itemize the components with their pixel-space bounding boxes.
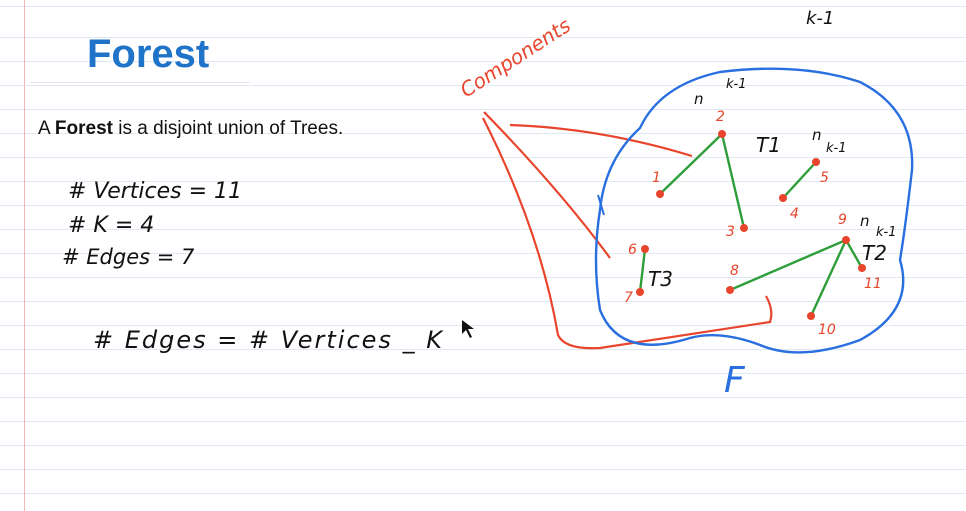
tree-label-t2: T2 [862,241,887,265]
edge-9-10 [809,239,848,317]
n-label-t2: n [812,126,822,144]
components-label: Components [456,13,575,102]
edge-4-5 [782,161,817,199]
vertex-7: 7 [624,288,644,306]
definition-term: Forest [54,118,113,139]
forest-boundary-tick [597,194,605,216]
definition-suffix: is a disjoint union of Trees. [112,118,344,139]
vertex-label-9: 9 [838,212,847,228]
vertex-label-4: 4 [790,206,799,222]
vertex-10: 10 [807,312,836,338]
edge-8-9 [729,238,847,292]
vertex-8: 8 [726,263,739,294]
forest-boundary [594,67,914,354]
n-label-t1: n [694,90,704,108]
vertex-label-8: 8 [730,263,739,279]
vertex-3: 3 [726,224,748,240]
nk1-label-t3: k-1 [876,225,897,240]
vertex-11: 11 [858,264,882,292]
edge-2-3 [720,133,746,229]
n-label-t3: n [860,212,870,230]
edge-1-2 [659,133,723,195]
notebook-margin-line [24,0,25,511]
components-pointer-t2 [482,117,773,350]
forest-label: F [724,360,746,401]
note-edges-count: # Edges = 7 [62,245,195,269]
note-k-count: # K = 4 [68,213,154,238]
definition-prefix: A [38,118,55,139]
components-pointer-t1 [509,123,693,158]
vertex-9: 9 [838,212,850,244]
edge-6-7 [638,248,647,293]
vertex-label-11: 11 [864,276,882,292]
forest-definition: A Forest is a disjoint union of Trees. [38,118,343,140]
vertex-5: 5 [812,158,829,186]
page-title: Forest [87,32,210,76]
note-top-right: k-1 [806,8,834,29]
vertex-label-7: 7 [624,290,633,306]
vertex-label-3: 3 [726,224,735,240]
vertex-6: 6 [628,242,649,258]
note-formula: # Edges = # Vertices _ K [93,326,444,354]
nk1-label-t2: k-1 [826,141,847,156]
note-vertices-count: # Vertices = 11 [68,179,242,204]
vertex-4: 4 [779,194,799,222]
cursor-icon [462,320,474,338]
tree-label-t3: T3 [648,267,673,291]
vertex-label-5: 5 [820,170,829,186]
vertex-label-10: 10 [818,322,836,338]
forest-label-group: F [724,360,746,401]
title-divider [30,82,250,83]
tree-label-t1: T1 [756,133,781,157]
edge-9-11 [844,239,864,269]
vertex-2: 2 [716,109,726,138]
components-pointer-t3 [483,111,611,259]
nk1-label-t1: k-1 [726,77,747,92]
vertex-label-2: 2 [716,109,725,125]
vertex-1: 1 [652,170,664,198]
vertex-label-1: 1 [652,170,661,186]
vertex-label-6: 6 [628,242,637,258]
